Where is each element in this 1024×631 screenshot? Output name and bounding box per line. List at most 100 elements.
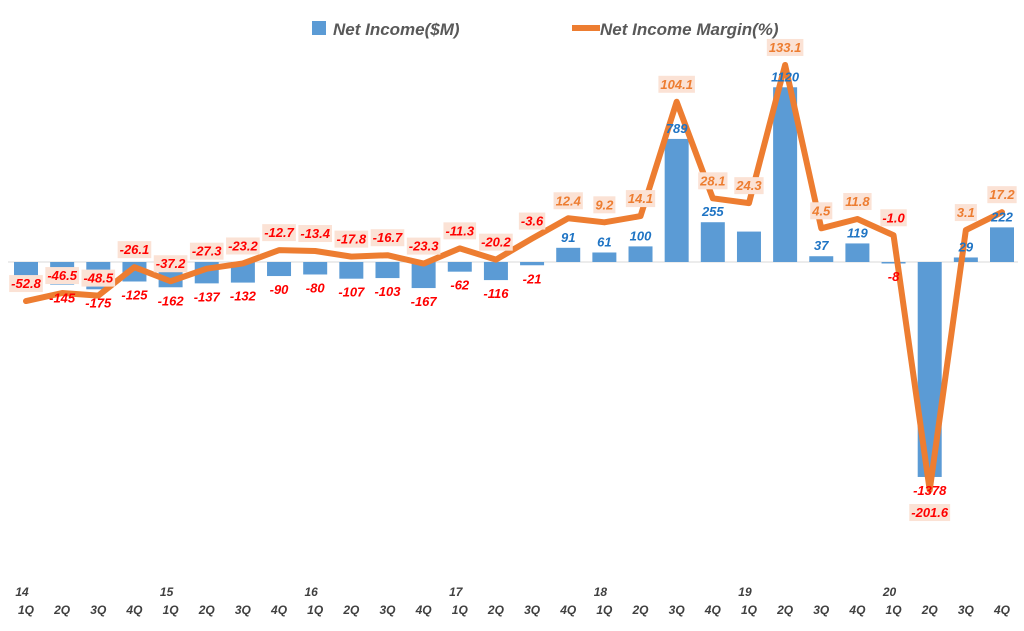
quarter-tick-1: 2Q	[53, 603, 71, 617]
bar-26	[953, 257, 978, 262]
legend: Net Income($M) Net Income Margin(%)	[312, 20, 779, 39]
margin-label-20: 24.3	[735, 178, 762, 193]
margin-line	[23, 61, 1005, 494]
margin-label-backgrounds	[9, 38, 1017, 522]
margin-label-bg-8	[298, 225, 333, 243]
margin-label-bg-24	[880, 209, 907, 227]
quarter-tick-0: 1Q	[18, 603, 35, 617]
bar-14	[520, 262, 545, 266]
bar-27	[990, 227, 1014, 262]
margin-label-21: 133.1	[769, 40, 802, 55]
bar-13	[483, 262, 508, 281]
margin-label-bg-21	[766, 38, 804, 56]
legend-line-label: Net Income Margin(%)	[600, 20, 779, 39]
margin-label-bg-1	[45, 267, 79, 285]
margin-label-10: -16.7	[373, 230, 403, 245]
year-tick-4: 15	[160, 585, 174, 599]
bar-label-5: -137	[194, 289, 221, 304]
bar-label-18: 789	[666, 121, 688, 136]
data-labels: -145 -175 -125 -162 -137 -132 -90 -80 -107 -103 -1…	[11, 40, 1015, 520]
bar-label-12: -62	[450, 278, 470, 293]
year-tick-8: 16	[305, 585, 319, 599]
bars	[14, 87, 1014, 477]
bar-10	[375, 262, 400, 279]
margin-label-13: -20.2	[481, 235, 511, 250]
bar-label-23: 119	[847, 225, 868, 240]
bar-label-16: 61	[597, 234, 611, 249]
bar-label-21: 1120	[771, 69, 800, 84]
bar-19	[700, 222, 725, 262]
margin-label-24: -1.0	[882, 210, 905, 225]
quarter-tick-10: 3Q	[379, 603, 396, 617]
margin-label-bg-9	[334, 230, 369, 248]
margin-label-9: -17.8	[337, 232, 367, 247]
bar-label-7: -90	[270, 282, 290, 297]
bar-21	[773, 87, 798, 262]
x-axis-ticks: 14 1Q 2Q 3Q 4Q 15 1Q 2Q 3Q 4Q 16 1Q 2Q 3Q 4Q 17 1Q 2Q 3Q 4Q…	[15, 585, 1010, 617]
margin-label-5: -27.3	[192, 244, 222, 259]
bar-label-1: -145	[49, 291, 76, 306]
quarter-tick-21: 2Q	[776, 603, 794, 617]
margin-series	[23, 61, 1005, 494]
margin-label-19: 28.1	[699, 173, 725, 188]
bar-label-3: -125	[121, 288, 148, 303]
margin-label-bg-14	[518, 212, 546, 230]
bar-9	[339, 262, 364, 279]
margin-label-bg-5	[189, 242, 224, 260]
bar-label-6: -132	[230, 289, 257, 304]
margin-label-bg-25	[909, 504, 951, 522]
quarter-tick-13: 2Q	[487, 603, 505, 617]
margin-label-22: 4.5	[811, 203, 831, 218]
quarter-tick-20: 1Q	[741, 603, 758, 617]
bar-label-19: 255	[701, 204, 724, 219]
year-tick-16: 18	[594, 585, 608, 599]
quarter-tick-6: 3Q	[235, 603, 252, 617]
margin-label-bg-13	[479, 233, 513, 251]
margin-label-11: -23.3	[409, 239, 439, 254]
bar-label-15: 91	[561, 230, 575, 245]
bar-label-10: -103	[374, 284, 401, 299]
margin-label-14: -3.6	[521, 214, 544, 229]
bar-16	[592, 252, 617, 262]
bar-label-27: 222	[990, 209, 1013, 224]
bar-label-4: -162	[158, 293, 185, 308]
margin-label-7: -12.7	[264, 225, 294, 240]
quarter-tick-27: 4Q	[993, 603, 1011, 617]
margin-label-18: 104.1	[660, 77, 693, 92]
margin-label-bg-7	[262, 224, 296, 242]
margin-label-bg-18	[658, 75, 695, 93]
quarter-tick-14: 3Q	[524, 603, 541, 617]
quarter-tick-9: 2Q	[342, 603, 360, 617]
bar-label-2: -175	[85, 295, 112, 310]
bar-label-17: 100	[630, 228, 652, 243]
quarter-tick-24: 1Q	[886, 603, 903, 617]
quarter-tick-26: 3Q	[958, 603, 975, 617]
legend-bar-swatch	[312, 21, 326, 35]
margin-label-bg-20	[734, 177, 764, 195]
legend-bar-label: Net Income($M)	[333, 20, 460, 39]
quarter-tick-5: 2Q	[198, 603, 216, 617]
quarter-tick-17: 2Q	[632, 603, 650, 617]
quarter-tick-11: 4Q	[415, 603, 433, 617]
margin-label-bg-0	[9, 275, 43, 293]
year-tick-12: 17	[449, 585, 464, 599]
margin-label-bg-15	[553, 192, 583, 210]
margin-label-27: 17.2	[989, 187, 1015, 202]
bar-22	[809, 256, 834, 262]
margin-label-17: 14.1	[628, 191, 653, 206]
margin-label-bg-2	[81, 269, 116, 287]
margin-label-26: 3.1	[957, 205, 975, 220]
margin-label-8: -13.4	[300, 226, 330, 241]
margin-label-2: -48.5	[83, 271, 113, 286]
quarter-tick-8: 1Q	[307, 603, 324, 617]
quarter-tick-3: 4Q	[125, 603, 143, 617]
bar-label-24: -8	[888, 269, 900, 284]
bar-label-25: -1378	[913, 483, 947, 498]
bar-label-9: -107	[338, 285, 365, 300]
quarter-tick-18: 3Q	[669, 603, 686, 617]
margin-label-bg-26	[954, 204, 977, 222]
margin-label-1: -46.5	[47, 268, 77, 283]
margin-label-bg-19	[698, 172, 728, 190]
bar-label-22: 37	[814, 238, 829, 253]
